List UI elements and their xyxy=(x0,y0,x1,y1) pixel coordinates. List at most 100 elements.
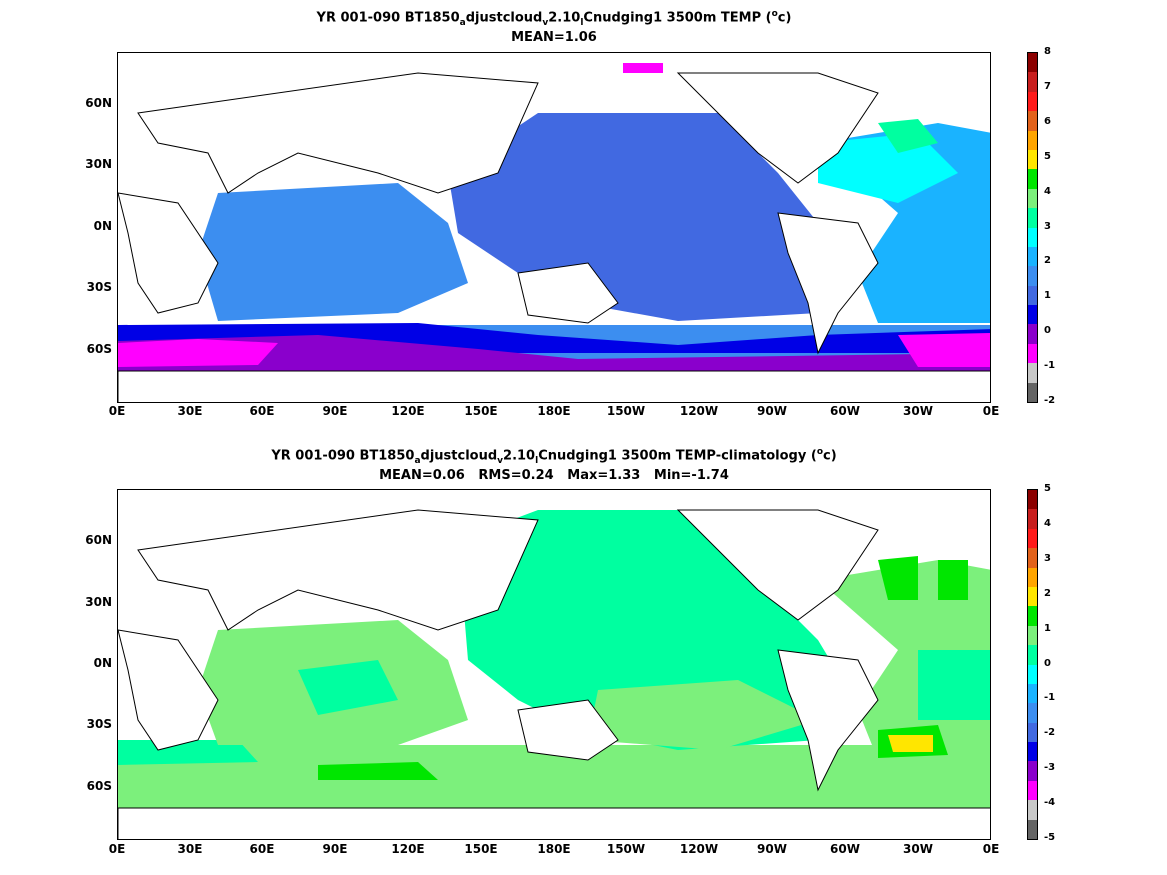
colorbar-segment xyxy=(1028,246,1037,267)
panel1-title-sub1: a xyxy=(459,17,466,28)
colorbar-label: -5 xyxy=(1044,832,1056,843)
panel1-xtick: 150W xyxy=(606,404,646,418)
colorbar-segment xyxy=(1028,567,1037,588)
panel1-title-mid1: djustcloud xyxy=(465,10,543,26)
land-australia xyxy=(517,262,619,324)
colorbar-label: 1 xyxy=(1044,290,1051,302)
panel1-map xyxy=(117,52,991,403)
field2-south-atlantic-yellow xyxy=(888,735,933,752)
panel2-title-text: YR 001-090 BT1850 xyxy=(271,448,415,464)
panel2-title-rest: Cnudging1 3500m TEMP-climatology ( xyxy=(538,448,817,464)
panel2-title: YR 001-090 BT1850adjustcloudv2.10lCnudgi… xyxy=(117,444,991,469)
panel2-xtick: 150W xyxy=(606,842,646,856)
colorbar-segment xyxy=(1028,285,1037,306)
panel1-title-sub3: l xyxy=(580,17,584,28)
colorbar-label: -1 xyxy=(1044,360,1056,372)
colorbar-label: 8 xyxy=(1044,46,1051,57)
panel1-subtitle: MEAN=1.06 xyxy=(511,30,597,45)
panel1-ytick-0n: 0N xyxy=(93,219,112,233)
panel2-xtick: 90W xyxy=(757,842,787,856)
colorbar-segment xyxy=(1028,819,1037,839)
panel2-xtick: 150E xyxy=(464,842,498,856)
colorbar-segment xyxy=(1028,490,1037,510)
colorbar-segment xyxy=(1028,111,1037,132)
panel1-title-sup: o xyxy=(771,9,778,19)
field-southern-magenta-west xyxy=(118,339,278,367)
land-africa xyxy=(118,192,219,314)
colorbar-segment xyxy=(1028,645,1037,665)
panel1-title-rest: Cnudging1 3500m TEMP ( xyxy=(583,10,772,26)
colorbar-label: -2 xyxy=(1044,395,1056,406)
panel1-xtick: 0E xyxy=(108,404,126,418)
panel1-xtick: 30W xyxy=(903,404,933,418)
field2-southern-green xyxy=(318,762,438,780)
land-eurasia xyxy=(137,72,539,194)
colorbar-segment xyxy=(1028,53,1037,73)
colorbar-label: -1 xyxy=(1044,692,1056,704)
panel1-xtick: 60E xyxy=(249,404,275,418)
colorbar-label: 7 xyxy=(1044,80,1051,92)
colorbar-segment xyxy=(1028,266,1037,287)
panel2-title-sub1: a xyxy=(414,455,421,466)
panel1-xtick: 120E xyxy=(391,404,425,418)
land2-africa xyxy=(118,629,219,751)
field2-south-pacific xyxy=(588,680,818,750)
land2-eurasia xyxy=(137,509,539,631)
panel2-map xyxy=(117,489,991,840)
land2-north-america xyxy=(676,509,879,621)
panel1-title-sub2: v xyxy=(542,17,549,28)
colorbar-segment xyxy=(1028,188,1037,209)
panel2-title-mid1: djustcloud xyxy=(420,448,498,464)
panel1-colorbar xyxy=(1027,52,1038,403)
colorbar-label: -2 xyxy=(1044,727,1056,739)
land-south-america xyxy=(777,212,879,355)
colorbar-segment xyxy=(1028,664,1037,685)
colorbar-label: 1 xyxy=(1044,622,1051,634)
panel2-ytick-60n: 60N xyxy=(85,533,112,547)
panel1-title-end: c) xyxy=(777,10,792,26)
colorbar-segment xyxy=(1028,149,1037,170)
panel2-xtick: 180E xyxy=(537,842,571,856)
panel2-title-sub2: v xyxy=(497,455,504,466)
colorbar-segment xyxy=(1028,548,1037,569)
panel2-xtick: 120E xyxy=(391,842,425,856)
panel2-map-svg xyxy=(118,490,990,839)
colorbar-segment xyxy=(1028,683,1037,704)
panel2-xtick: 120W xyxy=(679,842,719,856)
colorbar-segment xyxy=(1028,72,1037,93)
land-north-america xyxy=(676,72,879,184)
colorbar-segment xyxy=(1028,722,1037,743)
panel2-xtick: 90E xyxy=(322,842,348,856)
colorbar-label: 3 xyxy=(1044,552,1051,564)
colorbar-label: 3 xyxy=(1044,220,1051,232)
colorbar-label: 5 xyxy=(1044,150,1051,162)
panel2-title-sub3: l xyxy=(535,455,539,466)
colorbar-segment xyxy=(1028,761,1037,782)
panel2-subtitle: MEAN=0.06 RMS=0.24 Max=1.33 Min=-1.74 xyxy=(379,468,729,483)
panel2-xtick: 30E xyxy=(177,842,203,856)
colorbar-segment xyxy=(1028,130,1037,151)
field2-atlantic-cyan xyxy=(918,650,990,720)
field-labrador xyxy=(878,119,938,153)
colorbar-segment xyxy=(1028,227,1037,248)
colorbar-segment xyxy=(1028,509,1037,530)
panel1-title: YR 001-090 BT1850adjustcloudv2.10lCnudgi… xyxy=(117,6,991,31)
panel1-xtick: 90W xyxy=(757,404,787,418)
field-arctic-patch xyxy=(623,63,663,73)
colorbar-segment xyxy=(1028,324,1037,345)
panel2-title-mid2: 2.10 xyxy=(503,448,536,464)
colorbar-segment xyxy=(1028,169,1037,190)
colorbar-label: 6 xyxy=(1044,115,1051,127)
panel1-ytick-60s: 60S xyxy=(86,342,112,356)
colorbar-label: -4 xyxy=(1044,797,1056,809)
colorbar-label: -3 xyxy=(1044,762,1056,774)
colorbar-segment xyxy=(1028,382,1037,402)
panel1-xtick: 90E xyxy=(322,404,348,418)
panel2-title-end: c) xyxy=(823,448,837,464)
panel1-ytick-30s: 30S xyxy=(86,280,112,294)
colorbar-label: 2 xyxy=(1044,255,1051,267)
panel1-ytick-30n: 30N xyxy=(85,157,112,171)
panel2-xtick: 60E xyxy=(249,842,275,856)
panel2-ytick-30s: 30S xyxy=(86,717,112,731)
colorbar-segment xyxy=(1028,91,1037,112)
